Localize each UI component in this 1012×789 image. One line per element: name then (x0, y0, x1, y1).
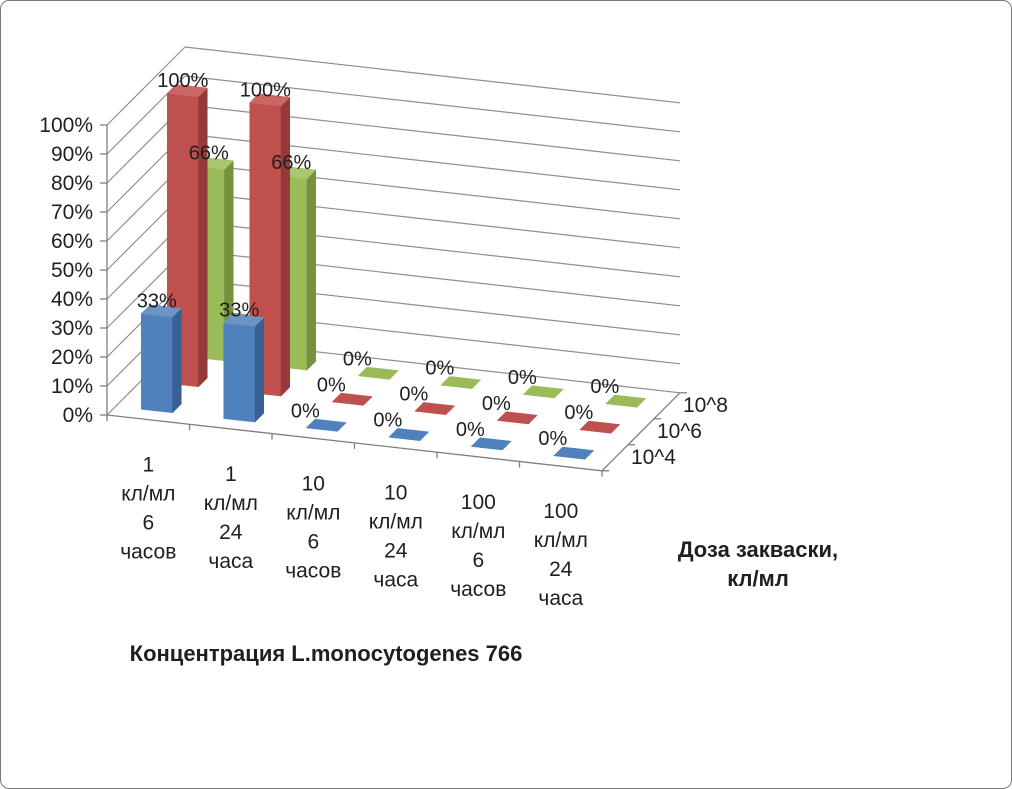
value-tick-label: 60% (51, 230, 93, 253)
category-tick-label: часов (120, 541, 176, 564)
category-tick-label: 6 (472, 549, 484, 572)
data-label: 0% (482, 393, 511, 415)
zero-marker (305, 418, 347, 432)
depth-axis-title: Доза закваски, кл/мл (677, 537, 839, 591)
zero-marker (553, 446, 595, 460)
depth-tick-label: 10^8 (683, 394, 728, 417)
value-tick-label: 50% (51, 259, 93, 282)
depth-tick-label: 10^6 (657, 420, 702, 443)
category-tick-label: кл/мл (369, 511, 423, 534)
value-tick-label: 20% (51, 346, 93, 369)
data-label: 0% (317, 374, 346, 396)
zero-marker (388, 428, 430, 441)
category-tick-label: 10 (384, 482, 407, 505)
data-label: 100% (240, 79, 291, 101)
category-tick-label: 24 (384, 540, 408, 563)
bar-side-face (280, 96, 291, 397)
category-tick-label: 100 (461, 491, 496, 514)
data-label: 0% (343, 348, 372, 370)
bar-front-face (223, 322, 256, 423)
zero-marker (470, 437, 512, 451)
data-label: 0% (399, 384, 428, 406)
bar-top-face (249, 93, 291, 107)
bar-top-face (166, 84, 208, 98)
category-tick-label: кл/мл (451, 520, 505, 543)
category-tick-label: 6 (142, 512, 154, 535)
data-label: 33% (219, 300, 259, 322)
labels: 0%10%20%30%40%50%60%70%80%90%100%1кл/мл6… (39, 70, 728, 610)
category-tick-label: часа (208, 550, 253, 573)
bars (140, 84, 647, 460)
zero-marker (605, 394, 647, 408)
value-tick-label: 70% (51, 201, 93, 224)
value-tick-label: 30% (51, 317, 93, 340)
category-tick-label: часов (285, 559, 341, 582)
value-tick-label: 10% (51, 375, 93, 398)
value-tick-label: 40% (51, 288, 93, 311)
data-label: 0% (291, 400, 320, 422)
zero-marker (440, 376, 482, 389)
bar-side-face (254, 316, 265, 423)
bar-top-face (223, 313, 265, 327)
data-label: 0% (425, 358, 454, 380)
bar-top-face (140, 304, 182, 318)
category-tick-label: 6 (307, 530, 319, 553)
bar-side-face (172, 307, 182, 414)
depth-tick-label: 10^4 (631, 446, 676, 469)
axes (100, 124, 687, 477)
series-10^6 (166, 84, 621, 434)
category-tick-label: часов (450, 578, 506, 601)
value-tick-label: 80% (51, 172, 93, 195)
zero-marker (579, 420, 621, 434)
data-label: 66% (271, 152, 311, 174)
category-tick-label: 1 (142, 454, 154, 477)
value-tick-label: 100% (39, 114, 93, 137)
category-tick-label: 100 (543, 500, 578, 523)
category-tick-label: кл/мл (286, 501, 340, 524)
back-wall-gridline (184, 75, 681, 133)
data-label: 0% (456, 419, 485, 441)
zero-marker (414, 402, 456, 415)
data-label: 0% (508, 367, 537, 389)
data-label: 0% (538, 428, 567, 450)
data-label: 0% (373, 410, 402, 432)
bar-side-face (306, 169, 317, 371)
back-wall-gridline (184, 46, 681, 104)
value-tick-label: 90% (51, 143, 93, 166)
category-tick-label: 10 (302, 472, 325, 495)
bar-front-face (140, 313, 173, 414)
category-tick-label: кл/мл (204, 492, 258, 515)
bar-side-face (198, 87, 208, 388)
zero-marker (496, 411, 538, 425)
category-tick-label: часа (538, 587, 583, 610)
depth-axis-line (601, 392, 681, 472)
category-axis-title: Концентрация L.monocytogenes 766 (129, 641, 523, 666)
category-tick-label: кл/мл (121, 483, 175, 506)
left-wall-gridline (106, 46, 186, 126)
category-tick-label: кл/мл (534, 529, 588, 552)
data-label: 100% (157, 70, 208, 92)
category-tick-label: 24 (219, 521, 243, 544)
data-label: 0% (590, 376, 619, 398)
data-label: 33% (137, 290, 177, 312)
value-tick-label: 0% (63, 404, 93, 427)
category-tick-label: 24 (549, 558, 573, 581)
zero-marker (522, 385, 564, 399)
zero-marker (357, 366, 399, 380)
data-label: 0% (564, 402, 593, 424)
data-label: 66% (189, 143, 229, 165)
series-10^4 (140, 304, 595, 460)
zero-marker (331, 392, 373, 406)
category-tick-label: часа (373, 569, 418, 592)
category-tick-label: 1 (225, 463, 237, 486)
